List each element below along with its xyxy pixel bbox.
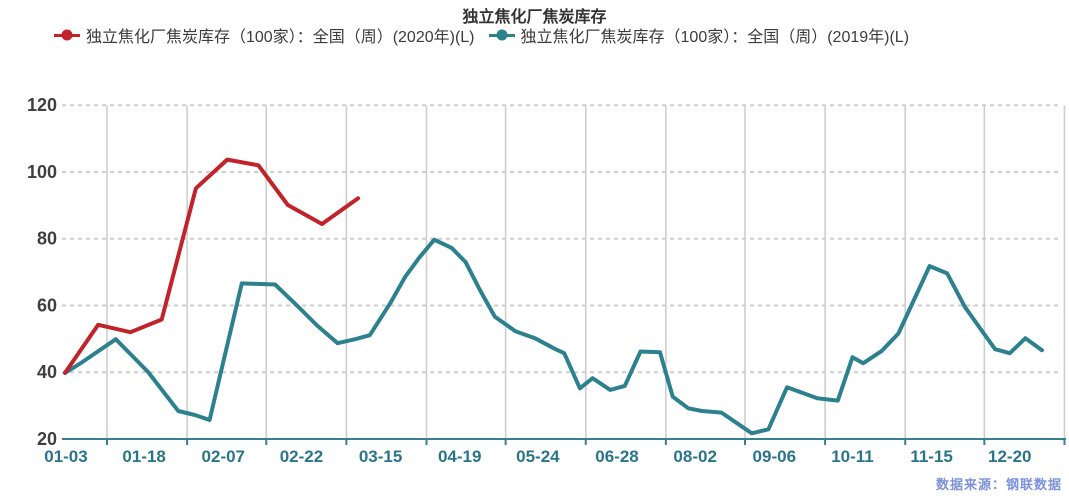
legend-item-2019[interactable]: 独立焦化厂焦炭库存（100家）：全国（周）(2019年)(L) [488,23,910,47]
x-tick-label: 11-15 [910,447,953,466]
legend-dot-2019-icon [496,29,508,41]
legend-dot-2020-icon [61,29,73,41]
source-note: 数据来源：钢联数据 [935,477,1062,492]
y-tick-label: 40 [37,362,57,382]
y-tick-label: 20 [37,429,57,449]
x-tick-label: 05-24 [516,447,560,466]
legend-label-2019: 独立焦化厂焦炭库存（100家）：全国（周）(2019年)(L) [520,29,910,46]
x-tick-label: 02-07 [202,447,245,466]
x-tick-label: 02-22 [280,447,323,466]
x-tick-label: 06-28 [595,447,638,466]
x-tick-label: 09-06 [753,447,796,466]
x-tick-label: 04-19 [438,447,481,466]
legend-marker-2019-icon [488,29,515,41]
series-line-2020 [63,157,361,375]
series-line-2019 [63,237,1044,436]
x-tick-label: 01-03 [44,447,87,466]
x-tick-label: 03-15 [359,447,402,466]
page-title: 独立焦化厂焦炭库存 [462,9,607,26]
x-tick-label: 12-20 [988,447,1031,466]
legend-item-2020[interactable]: 独立焦化厂焦炭库存（100家）：全国（周）(2020年)(L) [54,23,475,47]
y-tick-label: 80 [37,229,57,249]
y-tick-label: 60 [37,295,57,315]
x-tick-label: 08-02 [673,447,716,466]
legend-marker-2020-icon [54,29,80,41]
y-tick-label: 120 [27,95,57,115]
legend: 独立焦化厂焦炭库存（100家）：全国（周）(2020年)(L) 独立焦化厂焦炭库… [54,23,1069,47]
legend-label-2020: 独立焦化厂焦炭库存（100家）：全国（周）(2020年)(L) [86,29,475,46]
y-tick-label: 100 [27,162,57,182]
x-tick-label: 01-18 [122,447,165,466]
x-tick-label: 10-11 [831,447,874,466]
